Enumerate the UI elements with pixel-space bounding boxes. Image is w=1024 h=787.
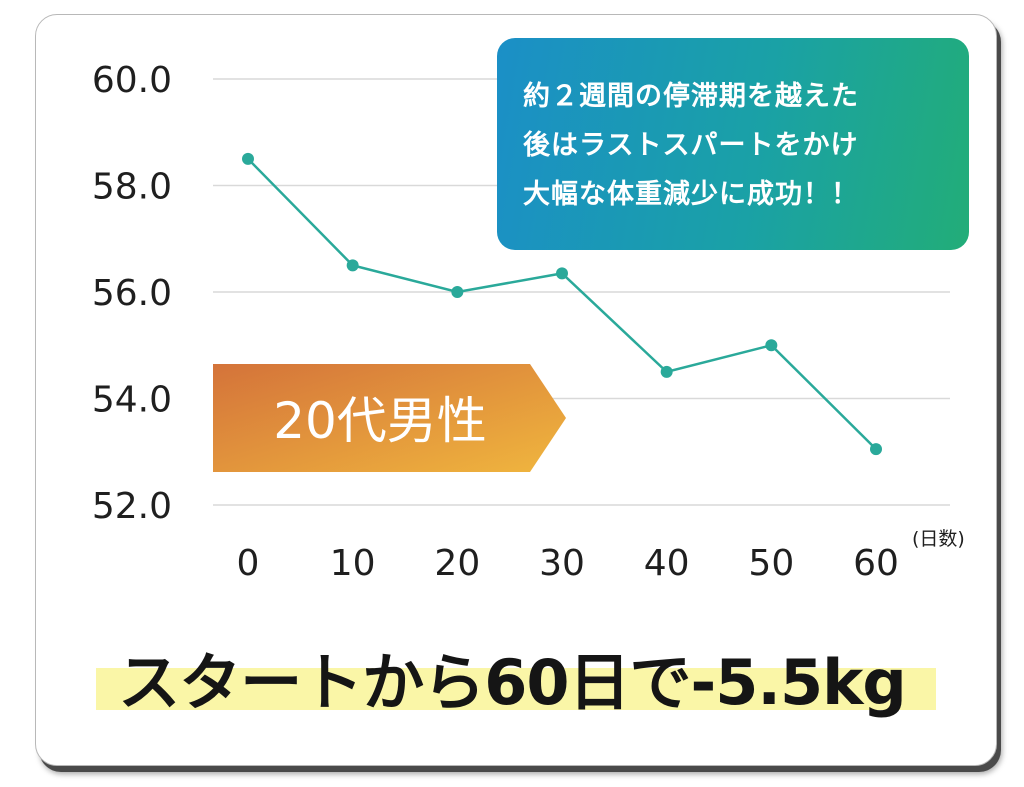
data-point (346, 259, 359, 272)
x-tick-label: 10 (330, 543, 376, 584)
x-axis-unit-label: (日数) (912, 528, 965, 550)
x-tick-label: 40 (644, 543, 690, 584)
badge-20s-male: 20代男性 (213, 364, 566, 472)
headline-highlight (96, 668, 936, 710)
callout-line-2: 後はラストスパートをかけ (523, 130, 859, 161)
data-point (451, 286, 464, 298)
x-tick-label: 30 (539, 543, 585, 584)
callout-box: 約２週間の停滞期を越えた 後はラストスパートをかけ 大幅な体重減少に成功！！ (497, 38, 969, 250)
data-point (765, 339, 778, 352)
headline: スタートから60日で-5.5kg (118, 646, 906, 719)
x-tick-label: 0 (237, 543, 260, 584)
data-point (660, 365, 673, 378)
x-axis-ticks: 0 10 20 30 40 50 60 (237, 543, 899, 584)
x-tick-label: 50 (748, 543, 794, 584)
callout-line-1: 約２週間の停滞期を越えた (523, 81, 859, 112)
y-axis-ticks: 60.0 58.0 56.0 54.0 52.0 (92, 60, 172, 527)
data-point (870, 443, 882, 456)
y-tick-label: 52.0 (92, 486, 172, 527)
data-point (242, 152, 254, 165)
y-tick-label: 60.0 (92, 60, 172, 101)
data-point (556, 267, 568, 280)
y-tick-label: 54.0 (92, 380, 172, 421)
x-tick-label: 60 (853, 543, 899, 584)
series-line (242, 152, 882, 456)
badge-label: 20代男性 (273, 392, 487, 450)
y-tick-label: 58.0 (92, 167, 172, 208)
callout-line-3: 大幅な体重減少に成功！！ (523, 179, 859, 210)
y-tick-label: 56.0 (92, 273, 172, 314)
x-tick-label: 20 (434, 543, 480, 584)
